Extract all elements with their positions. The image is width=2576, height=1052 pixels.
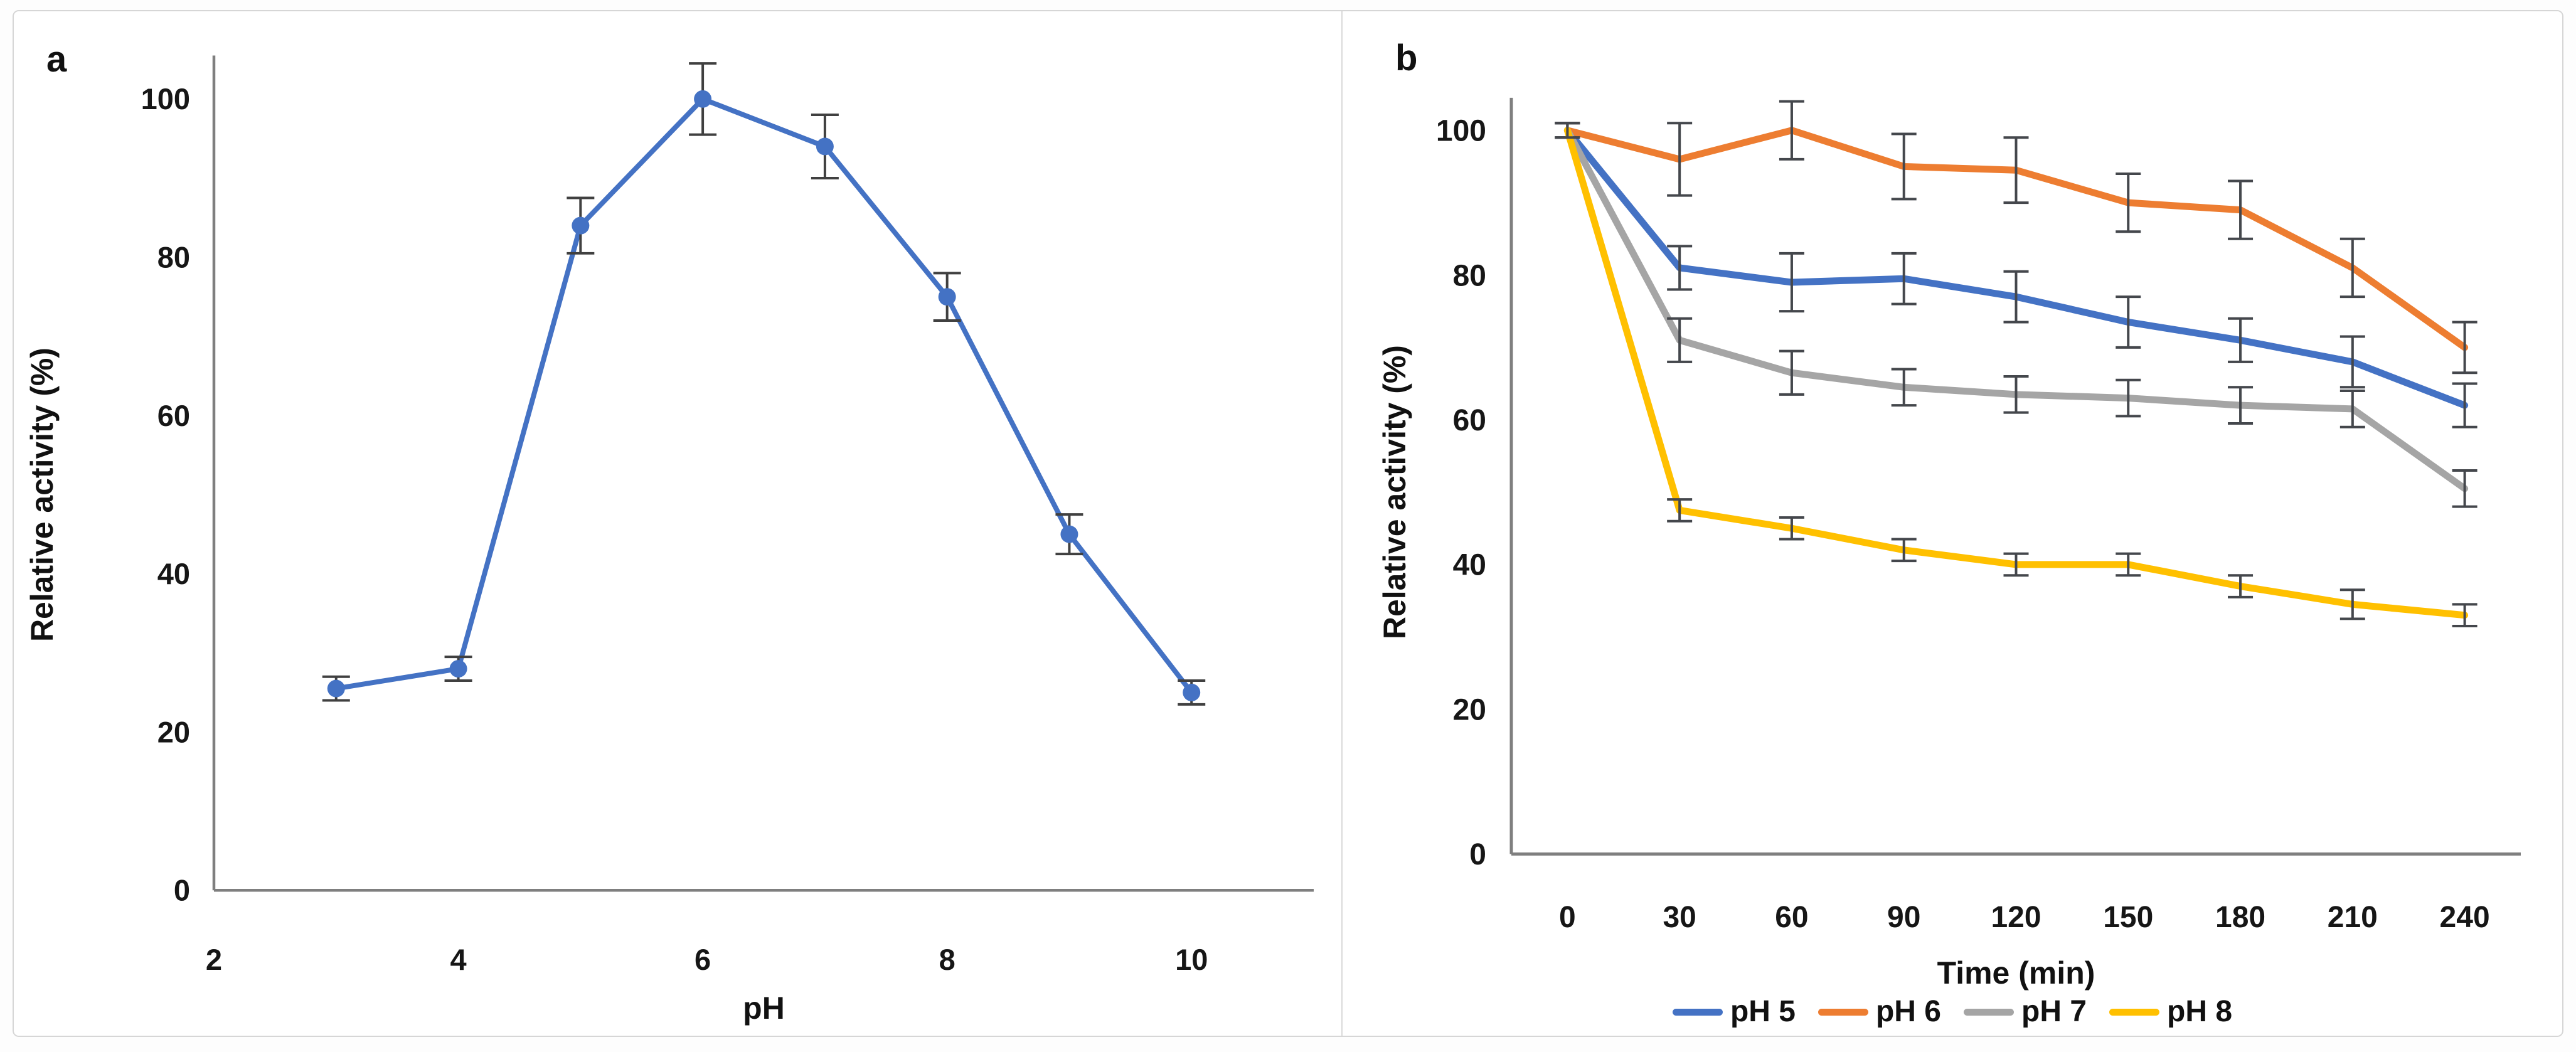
legend-swatch-ph6 <box>1818 1008 1868 1016</box>
legend-label-ph8: pH 8 <box>2167 995 2233 1028</box>
y-tick-label: 20 <box>1453 693 1486 726</box>
legend-item-ph7: pH 7 <box>1964 997 2087 1027</box>
series-line-relative-activity <box>333 96 1195 695</box>
legend-label-ph7: pH 7 <box>2021 995 2087 1028</box>
markers-relative-activity <box>327 90 1201 701</box>
x-tick-label: 8 <box>939 943 955 976</box>
y-tick-label: 80 <box>1453 259 1486 292</box>
axes <box>1509 97 2521 856</box>
y-tick-labels: 0 20 40 60 80 100 <box>141 82 190 906</box>
x-axis-title: pH <box>743 991 785 1026</box>
error-bars-ph-8 <box>1555 122 2478 627</box>
data-point-marker <box>938 288 956 306</box>
legend-item-ph5: pH 5 <box>1672 995 1796 1028</box>
y-tick-label: 100 <box>141 82 190 115</box>
legend-label-ph6: pH 6 <box>1875 995 1941 1028</box>
x-tick-label: 240 <box>2440 901 2490 934</box>
figure-border: a 0 20 40 60 80 100 2 4 6 8 10 pH Relative activity … <box>13 10 2563 1037</box>
panel-b: b 0 20 40 60 80 100 0 30 60 90 120 150 180 210 240 Time… <box>1343 11 2562 1036</box>
series-ph-6 <box>1555 100 2478 375</box>
ph-optimum-chart: 0 20 40 60 80 100 2 4 6 8 10 pH Relative activity (%… <box>24 55 1314 1026</box>
x-tick-label: 210 <box>2328 901 2378 934</box>
legend-swatch-ph5 <box>1672 1008 1723 1016</box>
data-point-marker <box>816 137 834 156</box>
x-tick-label: 6 <box>695 943 711 976</box>
y-tick-label: 20 <box>157 715 190 748</box>
x-tick-label: 120 <box>1991 901 2041 934</box>
y-tick-label: 40 <box>1453 549 1486 582</box>
y-tick-label: 60 <box>157 399 190 432</box>
ph-stability-chart: 0 20 40 60 80 100 0 30 60 90 120 150 180 210 240 Time (… <box>1377 97 2521 991</box>
x-axis-title: Time (min) <box>1937 955 2095 991</box>
y-tick-label: 80 <box>157 241 190 274</box>
data-point-marker <box>449 660 467 678</box>
x-tick-label: 0 <box>1559 901 1576 934</box>
legend-label-ph5: pH 5 <box>1730 995 1796 1028</box>
data-point-marker <box>1183 683 1201 701</box>
panel-a-letter: a <box>46 39 67 80</box>
legend-swatch-ph7 <box>1964 1008 2014 1016</box>
y-tick-label: 40 <box>157 557 190 590</box>
x-tick-label: 4 <box>450 943 466 976</box>
series-relative-activity <box>322 62 1206 706</box>
data-point-marker <box>694 90 712 108</box>
y-tick-label: 0 <box>174 874 190 907</box>
legend-swatch-ph8 <box>2109 1008 2160 1016</box>
panel-a: a 0 20 40 60 80 100 2 4 6 8 10 pH Relative activity … <box>14 11 1343 1036</box>
y-tick-label: 0 <box>1469 838 1486 871</box>
x-tick-label: 30 <box>1663 901 1696 934</box>
legend-item-ph6: pH 6 <box>1818 997 1941 1027</box>
x-tick-labels: 2 4 6 8 10 <box>206 943 1208 976</box>
data-point-marker <box>1060 525 1078 543</box>
x-tick-label: 60 <box>1775 901 1808 934</box>
series-ph-8 <box>1555 122 2478 627</box>
x-tick-labels: 0 30 60 90 120 150 180 210 240 <box>1559 901 2490 934</box>
x-tick-label: 10 <box>1175 943 1208 976</box>
data-point-marker <box>327 679 345 698</box>
y-tick-label: 60 <box>1453 404 1486 437</box>
legend-item-ph8: pH 8 <box>2109 997 2232 1027</box>
panel-b-letter: b <box>1395 38 1418 78</box>
error-bars-relative-activity <box>322 62 1206 706</box>
x-tick-label: 90 <box>1887 901 1920 934</box>
y-tick-label: 100 <box>1436 115 1486 148</box>
x-tick-label: 180 <box>2215 901 2265 934</box>
error-bars-ph-6 <box>1555 100 2478 375</box>
axes <box>212 55 1314 892</box>
data-point-marker <box>572 216 590 235</box>
x-tick-label: 2 <box>206 943 222 976</box>
y-axis-title: Relative activity (%) <box>1377 345 1412 639</box>
y-tick-labels: 0 20 40 60 80 100 <box>1436 115 1486 872</box>
x-tick-label: 150 <box>2103 901 2153 934</box>
y-axis-title: Relative activity (%) <box>24 348 60 642</box>
chart-legend: pH 5 pH 6 pH 7 pH 8 <box>1343 997 2562 1027</box>
